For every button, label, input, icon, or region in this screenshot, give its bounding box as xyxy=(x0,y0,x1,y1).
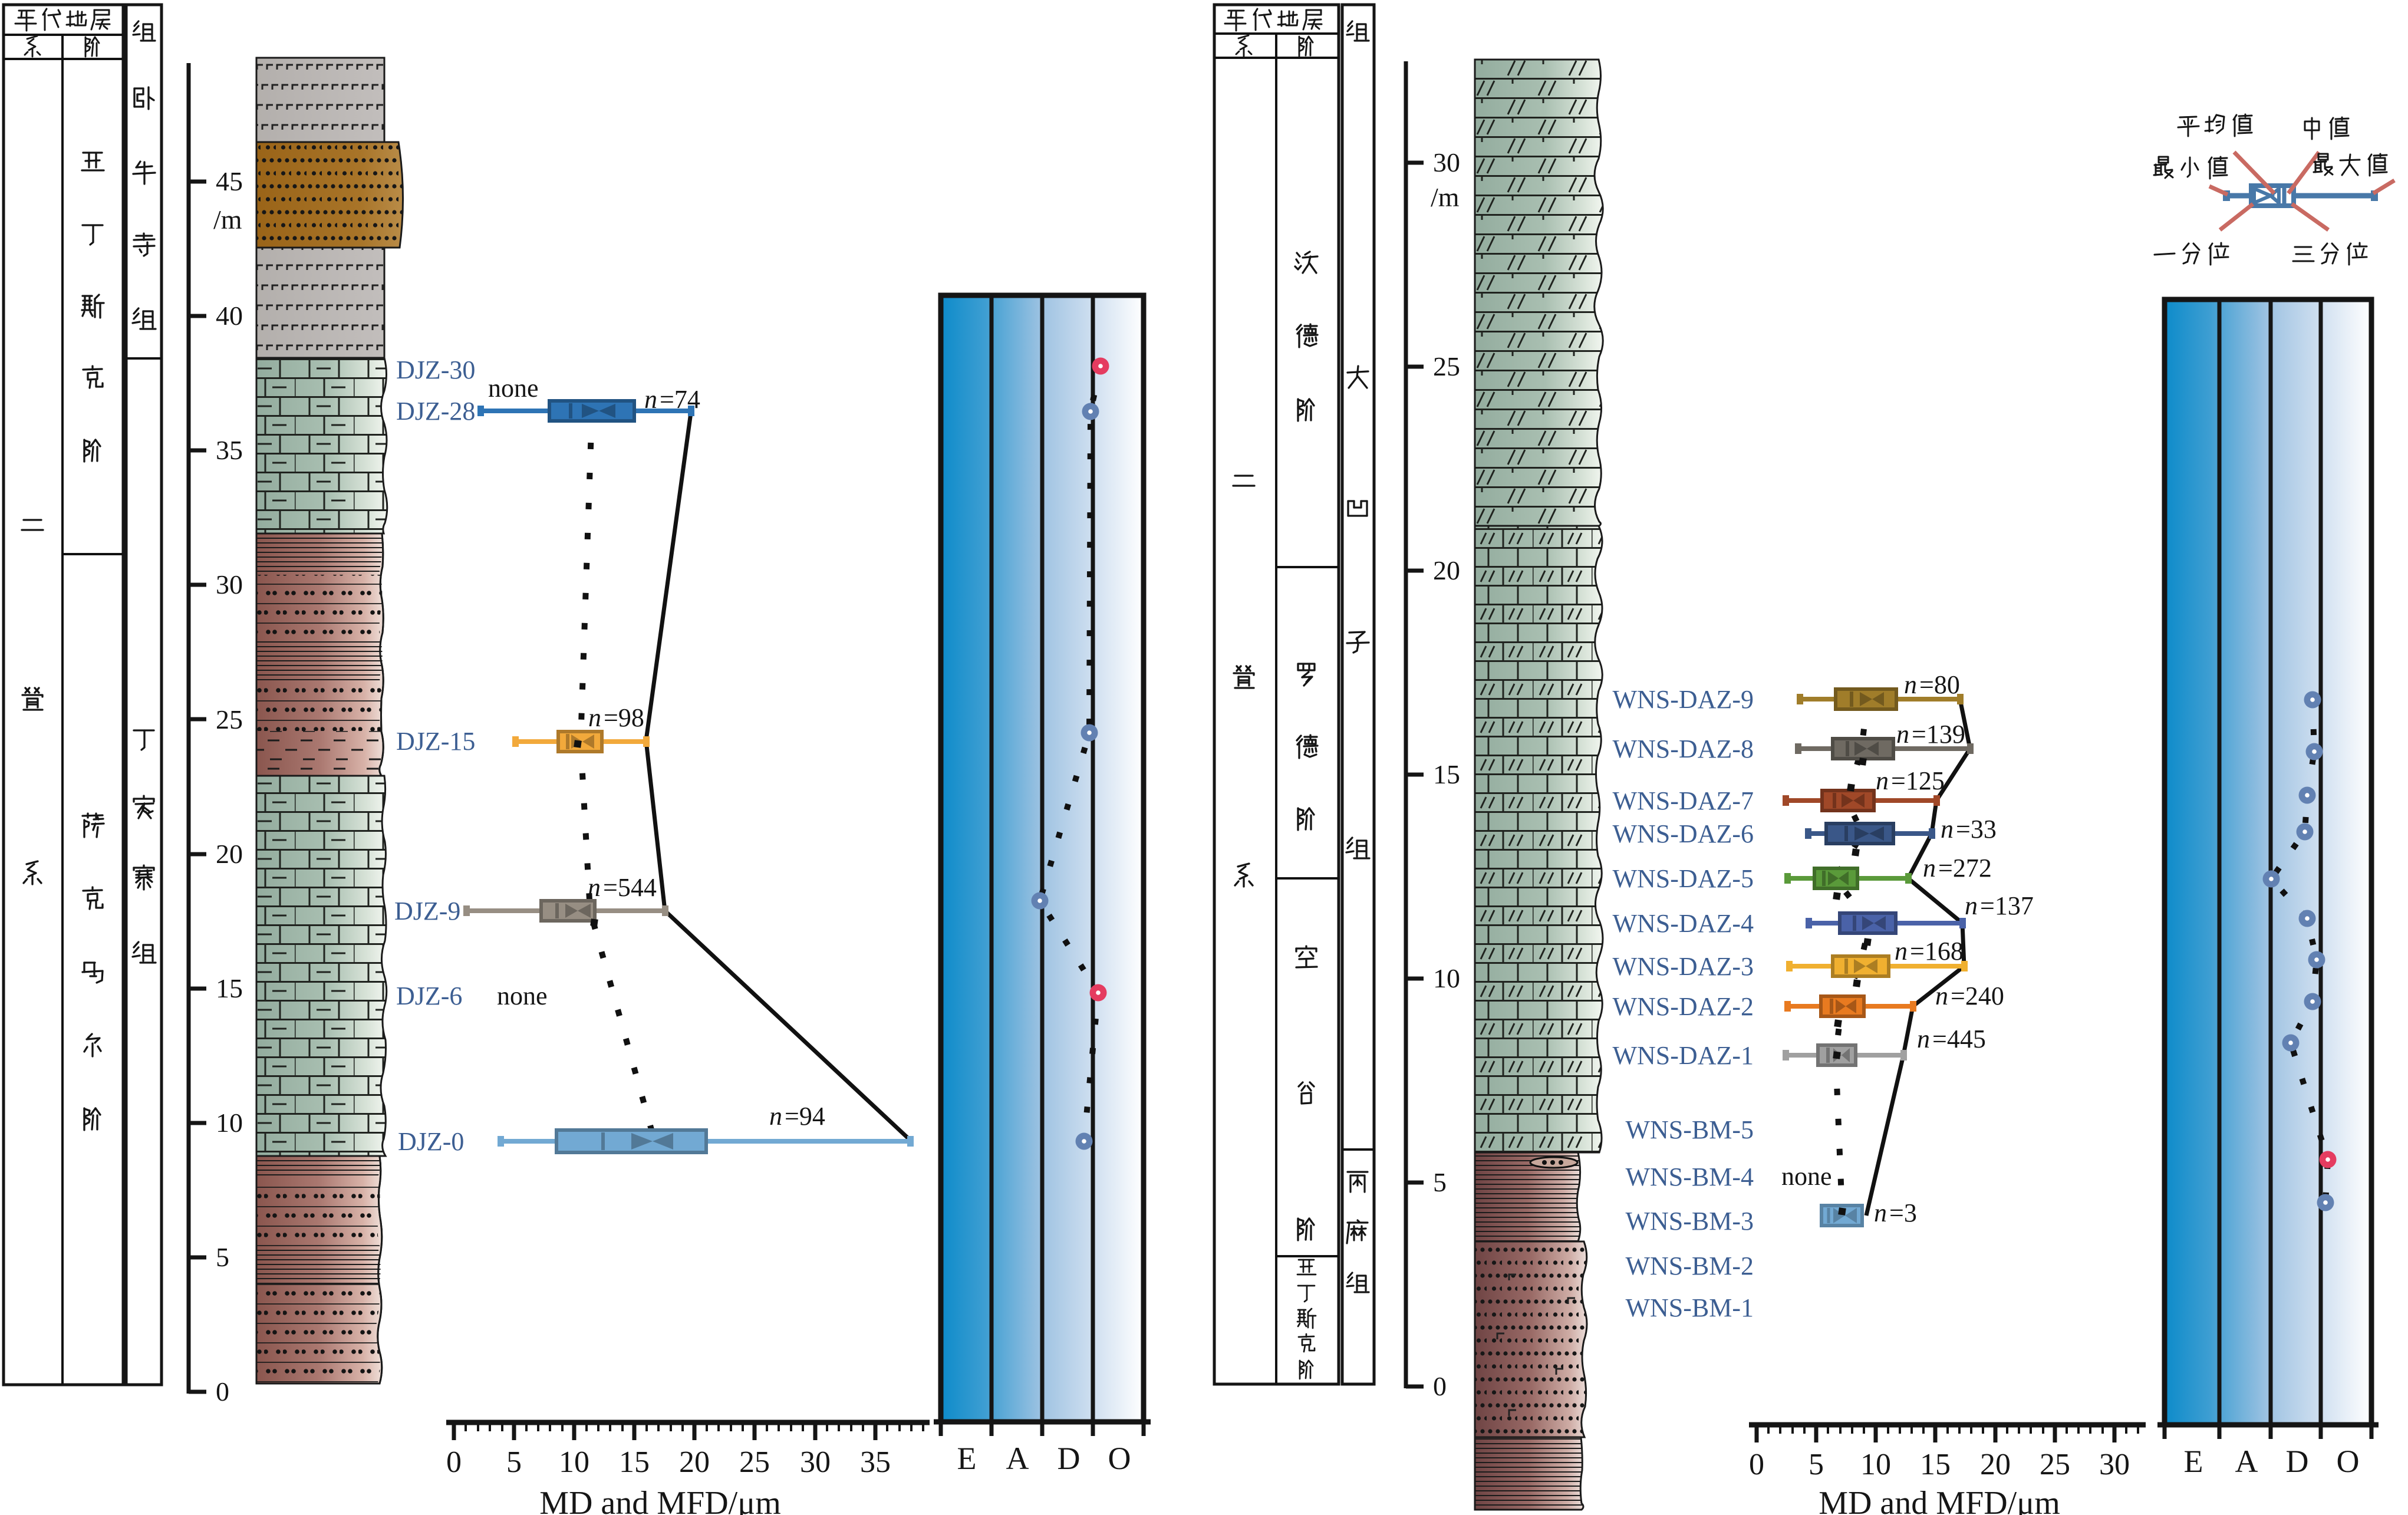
svg-text:none: none xyxy=(1781,1162,1832,1191)
svg-text:WNS-DAZ-3: WNS-DAZ-3 xyxy=(1612,952,1754,981)
svg-text:=139: =139 xyxy=(1912,720,1965,749)
svg-text:n: n xyxy=(644,385,657,414)
svg-text:30: 30 xyxy=(216,569,243,600)
svg-text:5: 5 xyxy=(1433,1167,1447,1197)
svg-text:O: O xyxy=(1108,1441,1131,1476)
svg-text:=98: =98 xyxy=(604,703,644,732)
svg-text:/m: /m xyxy=(213,205,242,235)
svg-text:n: n xyxy=(769,1102,782,1131)
svg-text:10: 10 xyxy=(559,1445,589,1479)
svg-text:WNS-BM-3: WNS-BM-3 xyxy=(1625,1207,1754,1236)
svg-text:30: 30 xyxy=(2099,1448,2130,1481)
svg-text:=544: =544 xyxy=(603,873,657,902)
svg-text:=80: =80 xyxy=(1919,670,1960,699)
svg-text:D: D xyxy=(1058,1441,1081,1476)
svg-text:15: 15 xyxy=(619,1445,650,1479)
svg-text:n: n xyxy=(1896,720,1909,749)
svg-text:40: 40 xyxy=(216,301,243,331)
svg-text:DJZ-9: DJZ-9 xyxy=(394,897,460,926)
svg-text:20: 20 xyxy=(216,839,243,869)
svg-text:=445: =445 xyxy=(1932,1025,1986,1053)
svg-text:WNS-DAZ-9: WNS-DAZ-9 xyxy=(1612,685,1754,714)
svg-text:5: 5 xyxy=(216,1242,229,1272)
svg-text:=137: =137 xyxy=(1980,891,2034,920)
svg-text:WNS-DAZ-6: WNS-DAZ-6 xyxy=(1612,819,1754,848)
svg-text:DJZ-6: DJZ-6 xyxy=(396,982,462,1010)
svg-text:0: 0 xyxy=(216,1376,229,1407)
svg-text:A: A xyxy=(2235,1444,2258,1479)
svg-text:10: 10 xyxy=(1860,1448,1891,1481)
svg-text:A: A xyxy=(1006,1441,1029,1476)
svg-text:25: 25 xyxy=(216,704,243,735)
svg-text:10: 10 xyxy=(216,1108,243,1138)
svg-text:n: n xyxy=(1923,854,1936,882)
svg-text:n: n xyxy=(1874,1198,1887,1227)
svg-text:D: D xyxy=(2286,1444,2309,1479)
svg-text:n: n xyxy=(1904,670,1917,699)
svg-text:DJZ-28: DJZ-28 xyxy=(396,397,475,426)
svg-text:n: n xyxy=(1935,982,1948,1010)
svg-text:WNS-BM-2: WNS-BM-2 xyxy=(1625,1251,1754,1280)
svg-text:n: n xyxy=(1965,891,1978,920)
svg-text:WNS-DAZ-7: WNS-DAZ-7 xyxy=(1612,786,1754,815)
svg-text:WNS-DAZ-4: WNS-DAZ-4 xyxy=(1612,909,1754,938)
svg-text:25: 25 xyxy=(739,1445,770,1479)
svg-text:n: n xyxy=(1941,815,1954,844)
svg-text:n: n xyxy=(1895,937,1908,966)
svg-text:15: 15 xyxy=(1920,1448,1951,1481)
svg-text:WNS-DAZ-5: WNS-DAZ-5 xyxy=(1612,864,1754,893)
svg-text:=94: =94 xyxy=(785,1102,825,1131)
svg-text:0: 0 xyxy=(1433,1371,1447,1401)
svg-text:DJZ-0: DJZ-0 xyxy=(398,1127,464,1156)
svg-text:=33: =33 xyxy=(1956,815,1997,844)
svg-text:none: none xyxy=(488,374,539,403)
svg-text:WNS-DAZ-8: WNS-DAZ-8 xyxy=(1612,735,1754,763)
svg-text:5: 5 xyxy=(1809,1448,1824,1481)
svg-text:O: O xyxy=(2337,1444,2360,1479)
svg-text:30: 30 xyxy=(800,1445,831,1479)
svg-text:n: n xyxy=(1876,766,1889,795)
svg-text:=168: =168 xyxy=(1910,937,1964,966)
svg-text:WNS-BM-1: WNS-BM-1 xyxy=(1625,1293,1754,1322)
svg-text:45: 45 xyxy=(216,166,243,196)
svg-text:0: 0 xyxy=(446,1445,462,1479)
svg-text:/m: /m xyxy=(1431,182,1460,212)
svg-text:E: E xyxy=(957,1441,977,1476)
svg-text:WNS-BM-4: WNS-BM-4 xyxy=(1625,1162,1754,1191)
svg-text:25: 25 xyxy=(2040,1448,2070,1481)
svg-text:0: 0 xyxy=(1749,1448,1764,1481)
svg-text:=125: =125 xyxy=(1891,766,1945,795)
svg-text:WNS-BM-5: WNS-BM-5 xyxy=(1625,1115,1754,1144)
svg-text:MD and MFD/μm: MD and MFD/μm xyxy=(539,1485,781,1515)
svg-text:WNS-DAZ-2: WNS-DAZ-2 xyxy=(1612,992,1754,1021)
svg-text:10: 10 xyxy=(1433,963,1460,993)
svg-text:none: none xyxy=(497,982,548,1010)
svg-text:30: 30 xyxy=(1433,147,1460,177)
svg-text:DJZ-15: DJZ-15 xyxy=(396,727,475,756)
svg-text:E: E xyxy=(2184,1444,2203,1479)
svg-text:35: 35 xyxy=(216,435,243,465)
svg-text:35: 35 xyxy=(860,1445,891,1479)
svg-text:n: n xyxy=(588,703,601,732)
svg-text:15: 15 xyxy=(1433,759,1460,789)
svg-text:=240: =240 xyxy=(1951,982,2004,1010)
svg-text:MD and MFD/μm: MD and MFD/μm xyxy=(1819,1485,2060,1515)
svg-text:20: 20 xyxy=(1980,1448,2011,1481)
svg-text:20: 20 xyxy=(679,1445,710,1479)
svg-text:WNS-DAZ-1: WNS-DAZ-1 xyxy=(1612,1041,1754,1070)
svg-text:=272: =272 xyxy=(1938,854,1992,882)
svg-text:n: n xyxy=(1917,1025,1930,1053)
svg-text:25: 25 xyxy=(1433,351,1460,381)
svg-text:20: 20 xyxy=(1433,555,1460,585)
svg-text:=3: =3 xyxy=(1889,1198,1917,1227)
svg-text:5: 5 xyxy=(506,1445,522,1479)
svg-text:DJZ-30: DJZ-30 xyxy=(396,355,475,384)
svg-text:15: 15 xyxy=(216,973,243,1003)
